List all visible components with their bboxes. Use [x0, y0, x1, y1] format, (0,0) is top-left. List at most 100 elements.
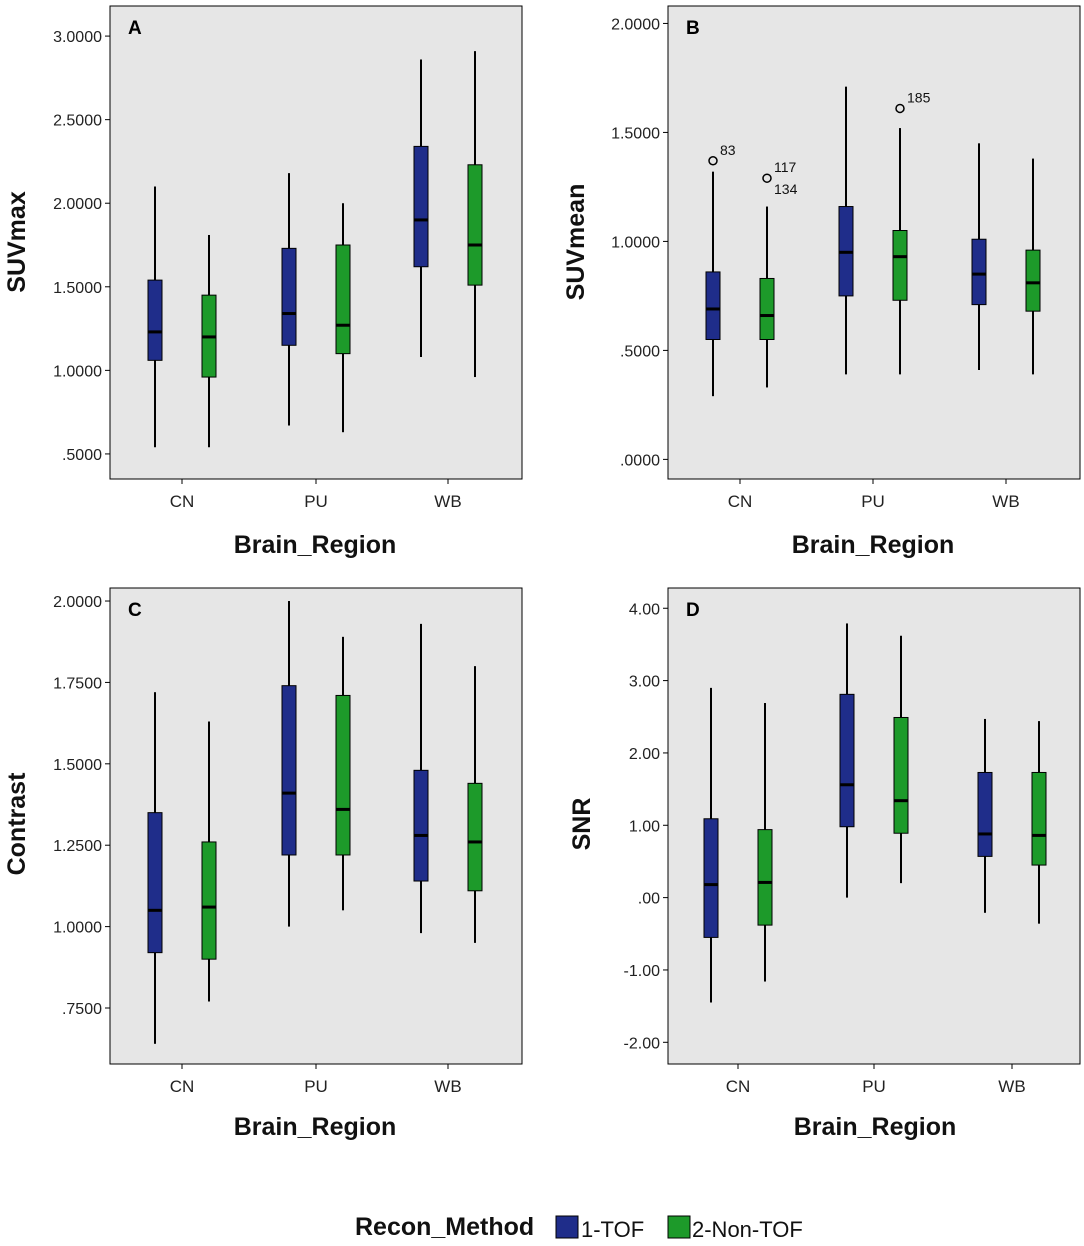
box-iqr — [759, 277, 775, 340]
x-axis-title: Brain_Region — [234, 1113, 397, 1141]
panel-letter: B — [686, 18, 700, 39]
y-tick-label: 1.5000 — [611, 125, 660, 142]
x-axis-title: Brain_Region — [234, 531, 397, 559]
box-1-tof-wb — [413, 59, 429, 357]
box-iqr — [413, 145, 429, 268]
panel-letter: C — [128, 600, 142, 621]
box-2-non-tof-pu — [335, 203, 351, 433]
x-axis-title: Brain_Region — [794, 1113, 957, 1141]
box-1-tof-pu — [281, 173, 297, 426]
box-1-tof-pu — [838, 86, 854, 375]
box-1-tof-wb — [971, 143, 987, 371]
x-tick-label: PU — [304, 1077, 328, 1096]
box-iqr — [281, 685, 297, 856]
box-2-non-tof-wb — [467, 666, 483, 943]
y-tick-label: 1.7500 — [53, 675, 102, 692]
y-tick-label: 2.00 — [629, 746, 660, 763]
box-1-tof-pu — [839, 623, 855, 898]
box-2-non-tof-wb — [1025, 158, 1041, 375]
y-axis-title: SNR — [568, 798, 596, 851]
box-iqr — [892, 230, 908, 301]
y-tick-label: 2.0000 — [53, 196, 102, 213]
y-tick-label: -2.00 — [624, 1035, 661, 1052]
box-iqr — [201, 841, 217, 960]
y-tick-label: 3.00 — [629, 674, 660, 691]
box-iqr — [1031, 771, 1047, 866]
panel-a: A .5000 1.0000 1.5000 2.0000 2.5000 3.0000 CN PU… — [3, 5, 523, 559]
x-axis-title: Brain_Region — [792, 531, 955, 559]
legend-label-tof: 1-TOF — [581, 1217, 644, 1242]
box-1-tof-wb — [977, 718, 993, 913]
box-iqr — [413, 769, 429, 882]
plot-background — [667, 587, 1081, 1065]
x-tick-label: WB — [434, 492, 461, 511]
box-iqr — [703, 818, 719, 938]
x-tick-label: CN — [726, 1077, 751, 1096]
outlier-point — [708, 156, 718, 166]
legend-title: Recon_Method — [355, 1213, 534, 1241]
outlier-label: 185 — [907, 89, 931, 105]
y-tick-label: 2.0000 — [53, 594, 102, 611]
box-2-non-tof-wb — [467, 51, 483, 378]
plot-background — [109, 587, 523, 1065]
box-iqr — [335, 694, 351, 856]
box-iqr — [147, 279, 163, 361]
box-iqr — [467, 782, 483, 892]
y-tick-label: .5000 — [620, 343, 660, 360]
y-tick-label: 1.0000 — [611, 234, 660, 251]
y-tick-label: .7500 — [62, 1001, 102, 1018]
box-1-tof-cn — [147, 692, 163, 1044]
box-iqr — [977, 771, 993, 857]
x-tick-label: CN — [170, 492, 195, 511]
y-tick-label: 1.5000 — [53, 280, 102, 297]
box-2-non-tof-wb — [1031, 721, 1047, 924]
box-iqr — [1025, 249, 1041, 312]
y-tick-label: .00 — [638, 891, 660, 908]
outlier-label: 134 — [774, 181, 798, 197]
outlier-label: 83 — [720, 142, 736, 158]
plot-background — [667, 5, 1081, 480]
box-2-non-tof-pu — [335, 636, 351, 911]
box-iqr — [971, 238, 987, 306]
y-tick-label: 1.5000 — [53, 757, 102, 774]
y-tick-label: 1.0000 — [53, 920, 102, 937]
panel-letter: A — [128, 18, 142, 39]
x-tick-label: CN — [170, 1077, 195, 1096]
y-tick-label: 2.0000 — [611, 16, 660, 33]
box-iqr — [147, 812, 163, 954]
box-iqr — [839, 693, 855, 828]
box-iqr — [281, 247, 297, 346]
box-1-tof-pu — [281, 601, 297, 927]
box-1-tof-cn — [703, 687, 719, 1003]
y-tick-label: .5000 — [62, 447, 102, 464]
x-tick-label: WB — [992, 492, 1019, 511]
x-tick-label: WB — [998, 1077, 1025, 1096]
x-tick-label: PU — [304, 492, 328, 511]
panels: A .5000 1.0000 1.5000 2.0000 2.5000 3.0000 CN PU… — [3, 5, 1081, 1141]
box-2-non-tof-cn — [201, 234, 217, 448]
y-axis-title: Contrast — [3, 772, 31, 875]
box-2-non-tof-cn — [757, 703, 773, 982]
panel-letter: D — [686, 600, 700, 621]
y-tick-label: 4.00 — [629, 601, 660, 618]
panel-b: B .0000 .5000 1.0000 1.5000 2.0000 CN PU WB Brain… — [562, 5, 1081, 559]
panel-c: C .7500 1.0000 1.2500 1.5000 1.7500 2.0000 CN PU… — [3, 587, 523, 1141]
outlier-point — [895, 103, 905, 114]
x-tick-label: PU — [861, 492, 885, 511]
box-2-non-tof-cn — [201, 721, 217, 1002]
box-iqr — [705, 271, 721, 340]
x-tick-label: PU — [862, 1077, 886, 1096]
box-iqr — [467, 164, 483, 286]
box-2-non-tof-pu — [893, 635, 909, 884]
y-tick-label: 1.2500 — [53, 838, 102, 855]
outlier-label: 117 — [774, 159, 797, 175]
y-tick-label: 2.5000 — [53, 113, 102, 130]
y-tick-label: -1.00 — [624, 963, 661, 980]
box-2-non-tof-pu — [892, 128, 908, 375]
outlier-point — [762, 173, 772, 183]
box-iqr — [893, 716, 909, 834]
legend: Recon_Method 1-TOF 2-Non-TOF — [355, 1213, 803, 1242]
panel-d: D -2.00 -1.00 .00 1.00 2.00 3.00 4.00 CN PU WB Brai… — [568, 587, 1081, 1141]
y-axis-title: SUVmean — [562, 184, 590, 301]
x-tick-label: CN — [728, 492, 753, 511]
